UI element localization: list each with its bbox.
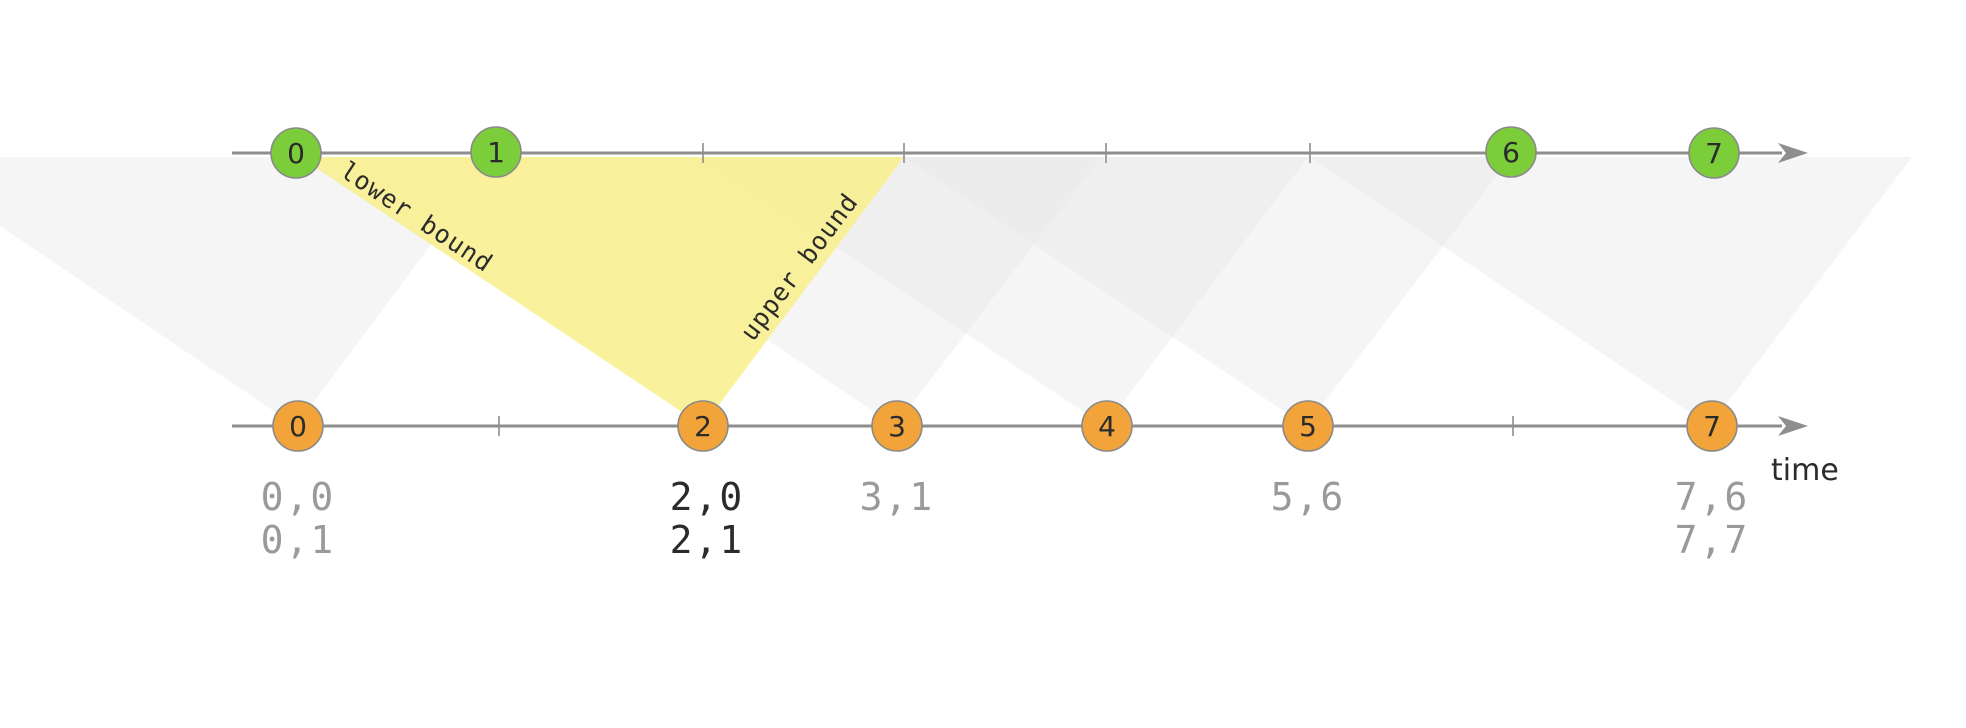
window-regions: [0, 157, 1912, 426]
bottom-node-circle: [871, 400, 923, 452]
bottom-arrow-icon: [1778, 416, 1808, 436]
join-pair-label: 7,7: [1675, 518, 1750, 562]
join-pair-label: 7,6: [1675, 475, 1750, 519]
top-arrow-icon: [1778, 143, 1808, 163]
bottom-node-label: 5: [1299, 410, 1317, 443]
window-region-0: [0, 157, 296, 426]
highlight-window: [300, 157, 904, 426]
bottom-node-circle: [1686, 400, 1738, 452]
top-node-circle: [1688, 127, 1740, 179]
join-pair-label: 0,0: [261, 475, 336, 519]
top-node-circle: [470, 126, 522, 178]
bottom-node-circle: [677, 400, 729, 452]
join-pair-label: 0,1: [261, 518, 336, 562]
top-node-7: 7: [1688, 127, 1740, 179]
window-region-5: [903, 157, 1511, 426]
bottom-node-label: 0: [289, 410, 307, 443]
join-pair-label: 2,1: [670, 518, 745, 562]
time-axis-label: time: [1771, 453, 1839, 488]
bottom-node-circle: [1282, 400, 1334, 452]
join-result-2: 2,0 2,1: [670, 475, 745, 562]
top-node-circle: [270, 127, 322, 179]
join-pair-label: 2,0: [670, 475, 745, 519]
bottom-node-5: 5: [1282, 400, 1334, 452]
window-region-0b: [0, 157, 496, 426]
bottom-node-4: 4: [1081, 400, 1133, 452]
bottom-node-3: 3: [871, 400, 923, 452]
top-node-0: 0: [270, 127, 322, 179]
join-pair-label: 5,6: [1271, 475, 1346, 519]
bottom-node-7: 7: [1686, 400, 1738, 452]
join-result-3: 3,1: [860, 475, 935, 519]
bottom-node-label: 2: [694, 410, 712, 443]
bottom-node-label: 3: [888, 410, 906, 443]
bottom-timeline: [232, 416, 1808, 436]
join-result-7: 7,6 7,7: [1675, 475, 1750, 562]
top-node-1: 1: [470, 126, 522, 178]
join-result-0: 0,0 0,1: [261, 475, 336, 562]
top-node-circle: [1485, 126, 1537, 178]
bottom-node-circle: [1081, 400, 1133, 452]
top-node-label: 1: [487, 136, 505, 169]
join-pair-label: 3,1: [860, 475, 935, 519]
window-region-7: [1310, 157, 1912, 426]
top-node-label: 7: [1705, 137, 1723, 170]
bottom-node-2: 2: [677, 400, 729, 452]
bottom-node-circle: [272, 400, 324, 452]
top-node-label: 0: [287, 137, 305, 170]
top-node-label: 6: [1502, 136, 1520, 169]
bottom-node-label: 7: [1703, 410, 1721, 443]
bottom-node-0: 0: [272, 400, 324, 452]
join-result-5: 5,6: [1271, 475, 1346, 519]
bottom-node-label: 4: [1098, 410, 1116, 443]
top-node-6: 6: [1485, 126, 1537, 178]
